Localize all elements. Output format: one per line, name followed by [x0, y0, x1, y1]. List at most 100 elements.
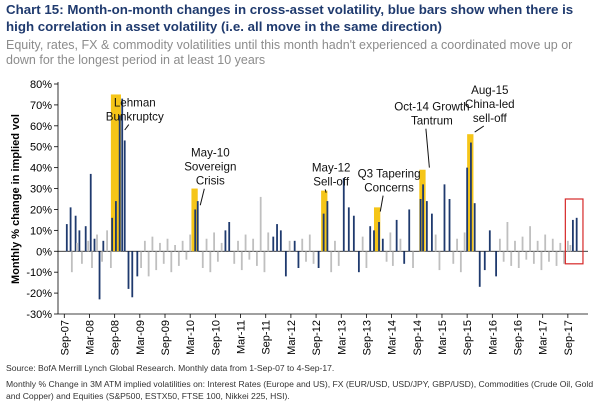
mixed-move-bar: [389, 232, 392, 252]
mixed-move-bar: [75, 242, 78, 252]
event-annotation: Q3 Tapering Concerns: [358, 168, 421, 195]
mixed-move-bar: [540, 251, 543, 271]
mixed-move-bar: [412, 251, 414, 268]
correlated-move-bar: [127, 251, 130, 289]
axis-layer: -30% -20% -10% 0% 10% 20% 30% 40% 50% 60% 70% 80% Mo…: [10, 79, 588, 355]
mixed-move-bar: [569, 245, 572, 252]
annotation-leader: [324, 189, 327, 193]
correlated-move-bar: [317, 251, 320, 268]
mixed-move-bar: [399, 238, 402, 252]
mixed-move-bar: [463, 232, 466, 252]
correlated-move-bar: [196, 201, 199, 252]
correlated-move-bar: [228, 222, 231, 252]
correlated-move-bar: [272, 236, 275, 252]
mixed-move-bar: [252, 238, 255, 252]
mixed-move-bar: [301, 238, 304, 252]
mixed-move-bar: [140, 251, 142, 268]
correlated-move-bar: [571, 219, 574, 252]
x-tick-label: Sep-08: [110, 320, 122, 355]
mixed-move-bar: [525, 251, 528, 260]
y-tick-label: 50%: [30, 142, 52, 154]
event-annotation: Aug-15 China-led sell-off: [465, 84, 515, 125]
correlated-move-bar: [136, 251, 139, 277]
correlated-move-bar: [347, 207, 350, 252]
mixed-move-bar: [81, 251, 83, 264]
correlated-move-bar: [326, 201, 329, 252]
correlated-move-bar: [123, 140, 126, 252]
mixed-move-bar: [91, 251, 93, 268]
correlated-move-bar: [69, 207, 72, 252]
correlated-move-bar: [408, 209, 411, 252]
correlated-move-bar: [322, 213, 325, 252]
correlated-move-bar: [78, 230, 81, 252]
correlated-move-bar: [495, 251, 497, 277]
correlated-move-bar: [470, 142, 472, 252]
mixed-move-bar: [216, 251, 219, 262]
x-tick-label: Sep-09: [160, 320, 172, 355]
x-tick-label: Mar-08: [84, 320, 96, 355]
mixed-move-bar: [385, 251, 388, 262]
correlated-move-bar: [279, 230, 282, 252]
mixed-move-bar: [259, 196, 262, 252]
mixed-move-bar: [312, 251, 315, 264]
mixed-move-bar: [106, 230, 108, 252]
mixed-move-bar: [288, 240, 291, 252]
mixed-move-bar: [555, 251, 558, 266]
mixed-move-bar: [452, 251, 455, 264]
y-axis-label: Monthly % change in implied vol: [10, 114, 22, 284]
x-tick-label: Mar-10: [185, 320, 197, 355]
correlated-move-bar: [373, 230, 375, 252]
correlated-move-bar: [483, 251, 486, 271]
y-tick-label: 80%: [30, 79, 52, 91]
mixed-move-bar: [256, 251, 258, 266]
correlated-move-bar: [422, 184, 424, 252]
mixed-move-bar: [162, 251, 165, 264]
mixed-move-bar: [96, 234, 98, 252]
y-tick-label: 0%: [36, 246, 52, 258]
x-tick-label: Sep-14: [412, 320, 424, 355]
method-note: Monthly % Change in 3M ATM implied volat…: [6, 379, 594, 401]
correlated-move-bar: [115, 201, 117, 252]
correlated-move-bar: [131, 251, 134, 298]
correlated-move-bar: [284, 251, 287, 277]
mixed-move-bar: [155, 251, 158, 271]
mixed-move-bar: [185, 251, 188, 260]
y-tick-label: -30%: [26, 309, 52, 321]
mixed-move-bar: [498, 238, 501, 252]
mixed-move-bar: [438, 251, 441, 271]
mixed-move-bar: [209, 251, 212, 273]
annotation-layer: Lehman Bunkruptcy May-10 Sovereign Crisis May…: [106, 84, 584, 265]
mixed-move-bar: [337, 251, 340, 266]
mixed-move-bar: [201, 251, 204, 268]
event-annotation: Oct-14 Growth Tantrum: [394, 101, 469, 128]
correlated-move-bar: [369, 226, 372, 252]
correlated-move-bar: [89, 173, 92, 252]
correlated-move-bar: [478, 251, 481, 287]
mixed-move-bar: [267, 232, 270, 252]
correlated-move-bar: [194, 209, 197, 252]
mixed-move-bar: [263, 251, 266, 273]
mixed-move-bar: [521, 236, 524, 252]
mixed-move-bar: [563, 251, 565, 264]
chart-subtitle: Equity, rates, FX & commodity volatiliti…: [6, 38, 573, 67]
mixed-move-bar: [536, 240, 539, 252]
correlated-move-bar: [381, 238, 384, 252]
correlated-move-bar: [443, 184, 446, 252]
x-tick-label: Sep-15: [462, 320, 474, 355]
y-tick-label: 60%: [30, 121, 52, 133]
highlight-bar: [110, 94, 121, 252]
correlated-move-bar: [276, 224, 278, 252]
mixed-move-bar: [70, 251, 73, 273]
correlated-move-bar: [466, 167, 469, 252]
mixed-move-bar: [237, 240, 239, 252]
correlated-move-bar: [448, 199, 451, 252]
mixed-move-bar: [456, 238, 458, 252]
x-tick-label: Sep-17: [563, 320, 575, 355]
mixed-move-bar: [233, 251, 236, 264]
correlated-move-bar: [430, 213, 433, 252]
mixed-move-bar: [189, 234, 192, 252]
x-tick-label: Mar-17: [538, 320, 550, 355]
correlated-move-bar: [419, 199, 422, 252]
mixed-move-bar: [559, 242, 562, 252]
mixed-move-bar: [170, 251, 173, 273]
